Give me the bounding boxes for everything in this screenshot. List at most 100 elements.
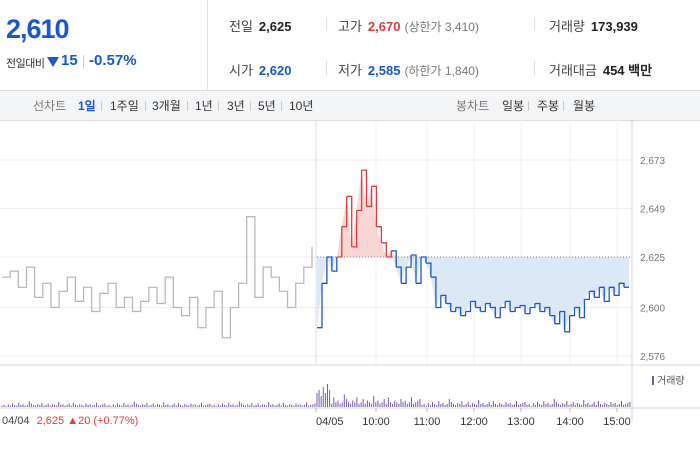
price-line-segment (559, 310, 566, 332)
down-triangle-icon (47, 57, 59, 67)
divider (218, 101, 219, 111)
y-axis: 2,673 2,649 2,625 2,600 2,576 (640, 156, 665, 363)
volume-legend-swatch (652, 376, 654, 385)
y-tick-label: 2,673 (640, 156, 665, 167)
price-line-segment (336, 226, 343, 258)
price-line-segment (460, 311, 467, 317)
amount-stat: 거래대금 454 백만 (549, 63, 653, 78)
current-price: 2,610 (6, 14, 70, 44)
y-tick-label: 2,649 (640, 204, 665, 215)
prev-close-stat: 전일 2,625 (229, 19, 292, 34)
x-tick-label: 12:00 (460, 416, 488, 428)
price-line-segment (594, 287, 600, 299)
x-tick-label: 15:00 (603, 416, 631, 428)
price-line-segment (490, 306, 496, 318)
tab-3month[interactable]: 3개월 (152, 99, 181, 113)
volume-bars (1, 384, 631, 407)
divider (534, 17, 535, 31)
tab-daily-candle[interactable]: 일봉 (502, 99, 525, 113)
price-line-segment (391, 250, 397, 268)
price-line-segment (539, 307, 546, 313)
price-line-segment (435, 295, 442, 309)
tab-10year[interactable]: 10년 (289, 99, 314, 113)
price-line-segment (450, 307, 457, 313)
tab-3year[interactable]: 3년 (227, 99, 245, 113)
price-line-segment (599, 286, 605, 302)
price-line-segment (376, 226, 383, 243)
volume-stat: 거래량 173,939 (549, 19, 638, 34)
price-line-segment (505, 300, 511, 312)
y-tick-label: 2,600 (640, 304, 665, 315)
price-line-segment (564, 315, 571, 333)
y-tick-label: 2,625 (640, 253, 665, 264)
price-line-segment (584, 291, 591, 301)
chart-lines (2, 169, 632, 339)
tab-monthly-candle[interactable]: 월봉 (573, 99, 596, 113)
up-triangle-icon: ▲ (67, 415, 79, 427)
tab-1week[interactable]: 1주일 (110, 99, 139, 113)
price-line-segment (455, 306, 462, 316)
price-line-segment (500, 301, 506, 309)
previous-day-line (2, 216, 313, 339)
change-percent: -0.57% (89, 52, 137, 69)
price-line-segment (401, 267, 407, 284)
price-line-segment (426, 262, 432, 278)
price-line-segment (440, 294, 447, 304)
price-line-segment (475, 306, 482, 312)
low-stat: 저가 2,585 (하한가 1,840) (338, 63, 479, 78)
x-axis: 04/05 10:00 11:00 12:00 13:00 14:00 15:00 (315, 408, 631, 428)
price-line-segment (421, 256, 427, 264)
price-line-segment (495, 307, 501, 319)
down-area-fill (317, 256, 629, 332)
divider (534, 61, 535, 75)
price-line-segment (470, 300, 477, 308)
price-line-segment (510, 307, 516, 313)
divider (326, 17, 327, 31)
divider (528, 101, 529, 111)
price-line-segment (604, 287, 610, 303)
up-area-fill (317, 170, 629, 257)
price-line-segment (544, 306, 551, 316)
x-tick-label: 11:00 (414, 416, 441, 428)
chart-grid (0, 120, 700, 420)
price-line-segment (341, 196, 348, 228)
price-line-segment (520, 304, 526, 314)
candle-chart-label: 봉차트 (456, 99, 490, 113)
price-line-segment (549, 314, 556, 324)
previous-day-change: 2,625 ▲20 (+0.77%) (36, 415, 139, 427)
divider (83, 55, 84, 69)
price-line-segment (406, 255, 412, 268)
price-line-segment (609, 286, 615, 296)
price-line-segment (569, 307, 576, 317)
previous-day-info: 04/04 2,625 ▲20 (+0.77%) (2, 415, 139, 427)
price-line-segment (326, 256, 333, 272)
tab-1day[interactable]: 1일 (78, 99, 96, 113)
divider (250, 101, 251, 111)
x-tick-label: 10:00 (362, 416, 390, 428)
tab-5year[interactable]: 5년 (258, 99, 276, 113)
price-line-segment (396, 266, 402, 284)
price-line-segment (480, 303, 487, 313)
price-line-segment (554, 311, 561, 325)
price-line-segment (366, 186, 373, 208)
price-line-segment (361, 169, 368, 207)
price-line-segment (317, 283, 323, 329)
price-line-segment (614, 283, 620, 297)
price-line-segment (530, 303, 536, 309)
price-line-segment (515, 305, 521, 309)
divider (101, 101, 102, 111)
divider (563, 101, 564, 111)
divider (281, 101, 282, 111)
price-line-segment (525, 307, 531, 315)
price-chart: 2,673 2,649 2,625 2,600 2,576 04/05 10:00 11:0… (0, 120, 700, 428)
price-line-segment (371, 185, 378, 227)
price-line-segment (589, 290, 595, 298)
tab-1year[interactable]: 1년 (195, 99, 213, 113)
x-tick-label: 14:00 (556, 416, 584, 428)
divider (145, 101, 146, 111)
tab-weekly-candle[interactable]: 주봉 (537, 99, 560, 113)
divider (326, 61, 327, 75)
price-line-segment (411, 254, 417, 284)
volume-legend: 거래량 (652, 372, 685, 387)
price-line-segment (465, 301, 472, 313)
